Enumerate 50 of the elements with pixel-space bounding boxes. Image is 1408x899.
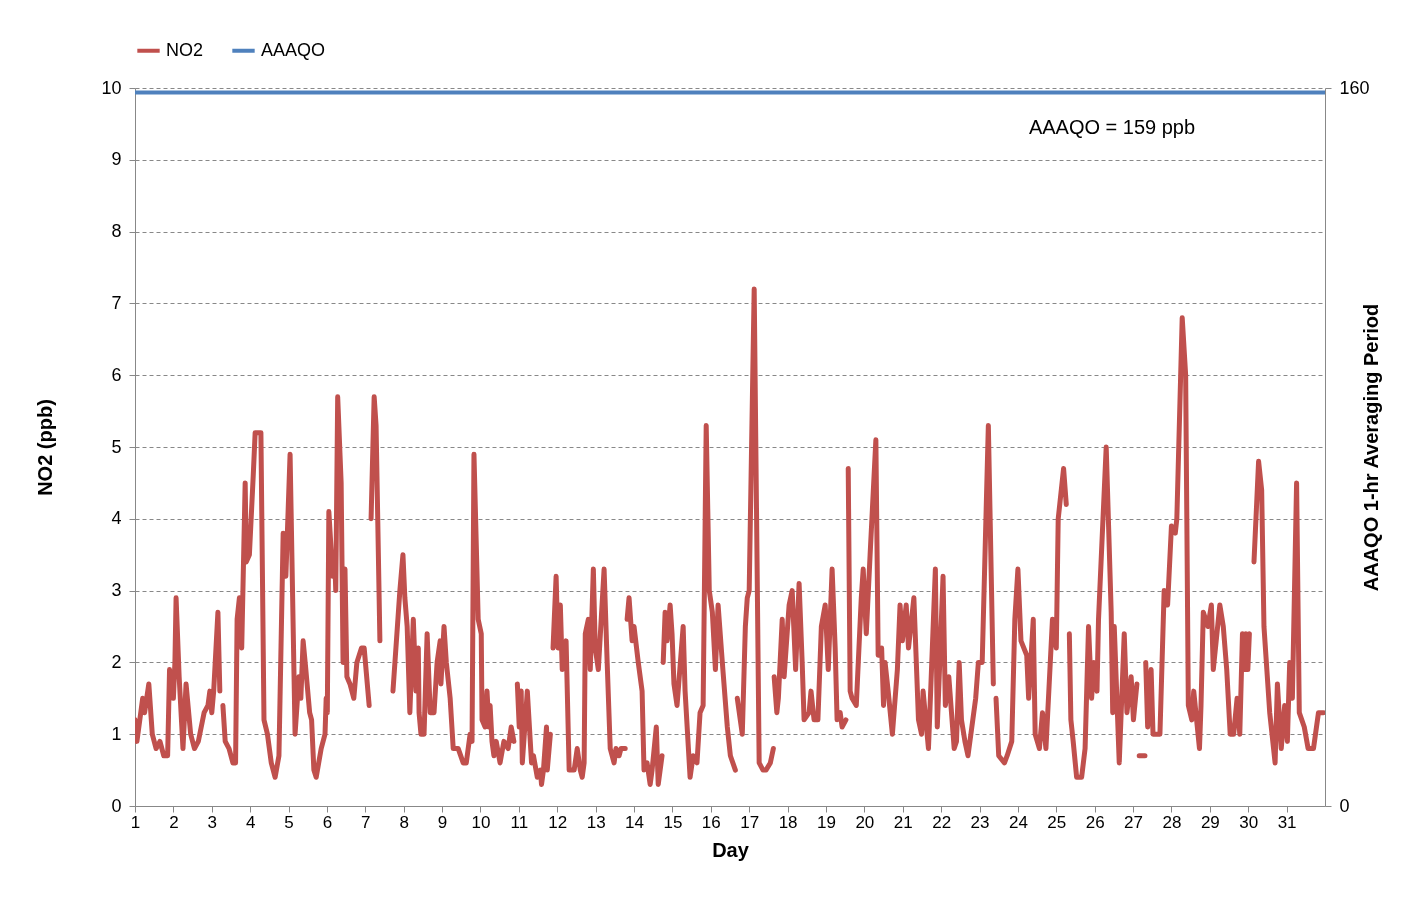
- y-tick-label: 8: [111, 221, 122, 242]
- x-tick-label: 17: [740, 812, 760, 832]
- y-tick-label: 6: [111, 364, 122, 385]
- y-tick-label: 7: [111, 292, 122, 313]
- x-tick-label: 23: [970, 812, 990, 832]
- x-tick-label: 30: [1239, 812, 1259, 832]
- x-tick-label: 3: [207, 812, 218, 832]
- annotation: AAAQO = 159 ppb: [1028, 116, 1196, 138]
- legend-label: AAAQO: [261, 39, 326, 60]
- x-tick-label: 28: [1162, 812, 1182, 832]
- x-tick-label: 7: [361, 812, 371, 832]
- x-tick-label: 12: [548, 812, 568, 832]
- y-tick-label: 10: [101, 77, 122, 98]
- x-tick-label: 22: [932, 812, 952, 832]
- y-tick-label: 0: [111, 795, 122, 816]
- x-tick-label: 15: [663, 812, 683, 832]
- x-tick-label: 6: [322, 812, 333, 832]
- y-axis-title: NO2 (ppb): [34, 399, 57, 496]
- x-tick-label: 31: [1277, 812, 1297, 832]
- y-tick-label: 5: [111, 436, 122, 457]
- x-tick-label: 26: [1085, 812, 1105, 832]
- y-tick-label: 2: [111, 651, 122, 672]
- x-tick-label: 5: [284, 812, 294, 832]
- y-tick-label: 1: [111, 723, 122, 744]
- x-tick-label: 10: [471, 812, 491, 832]
- y-tick-label: 4: [111, 508, 122, 529]
- legend-label: NO2: [166, 39, 204, 60]
- x-tick-label: 14: [625, 812, 644, 832]
- y-tick-label: 3: [111, 580, 122, 601]
- x-tick-label: 1: [130, 812, 141, 832]
- x-tick-label: 16: [701, 812, 721, 832]
- y-tick-label: 9: [111, 149, 122, 170]
- y2-axis-title: AAAQO 1-hr Averaging Period: [1359, 303, 1382, 592]
- x-tick-label: 18: [778, 812, 798, 832]
- x-tick-label: 29: [1200, 812, 1220, 832]
- x-tick-label: 19: [817, 812, 836, 832]
- x-tick-label: 20: [855, 812, 875, 832]
- x-tick-label: 24: [1008, 812, 1028, 832]
- x-tick-label: 9: [437, 812, 448, 832]
- x-tick-label: 11: [510, 812, 529, 832]
- x-tick-label: 25: [1047, 812, 1067, 832]
- y2-tick-label: 0: [1339, 795, 1350, 816]
- y2-tick-label: 160: [1339, 77, 1370, 98]
- x-tick-label: 2: [169, 812, 179, 832]
- x-tick-label: 27: [1124, 812, 1144, 832]
- x-tick-label: 21: [893, 812, 913, 832]
- x-tick-label: 4: [245, 812, 256, 832]
- x-tick-label: 8: [399, 812, 409, 832]
- x-axis-title: Day: [712, 838, 750, 861]
- x-tick-label: 13: [586, 812, 606, 832]
